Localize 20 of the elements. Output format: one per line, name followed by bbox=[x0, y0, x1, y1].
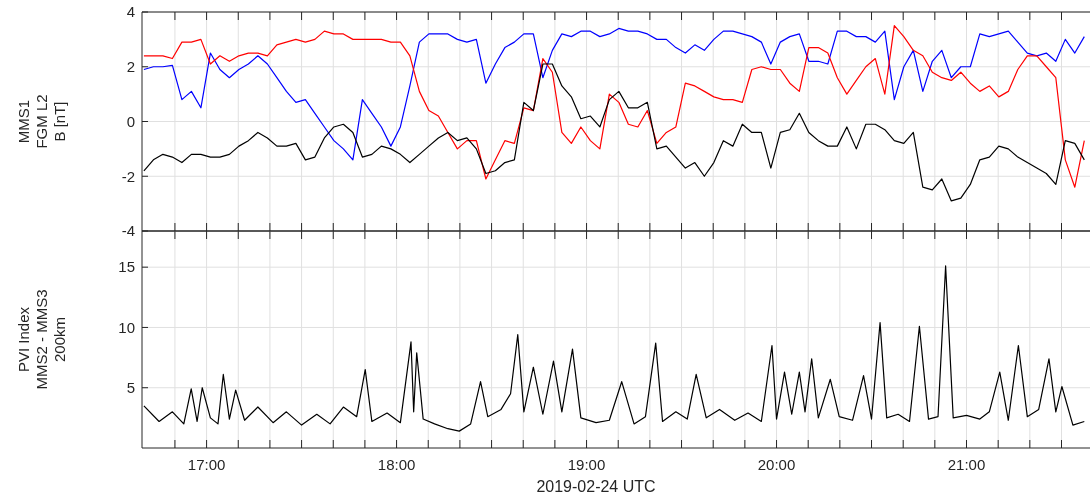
line-series bbox=[143, 27, 1085, 161]
line-series bbox=[143, 63, 1085, 202]
y-axis-title: PVI Index MMS2 - MMS3 200km bbox=[15, 289, 68, 390]
line-series bbox=[143, 265, 1085, 432]
y-axis-title: MMS1 FGM L2 B [nT] bbox=[15, 94, 68, 149]
y-tick-label: 4 bbox=[126, 3, 135, 21]
line-series bbox=[143, 25, 1085, 188]
y-tick-label: -2 bbox=[121, 167, 135, 185]
x-tick-label: 19:00 bbox=[567, 456, 606, 473]
y-tick-label: 2 bbox=[126, 58, 135, 75]
x-tick-label: 17:00 bbox=[187, 456, 226, 473]
x-axis-title: 2019-02-24 UTC bbox=[536, 478, 656, 495]
y-tick-label: 5 bbox=[126, 378, 135, 396]
y-tick-label: 0 bbox=[126, 112, 135, 130]
y-tick-label: 15 bbox=[118, 258, 135, 276]
x-tick-label: 21:00 bbox=[947, 456, 986, 473]
y-tick-label: 10 bbox=[118, 318, 135, 336]
x-tick-label: 18:00 bbox=[377, 456, 416, 473]
y-tick-label: -4 bbox=[121, 222, 135, 240]
x-tick-label: 20:00 bbox=[757, 456, 796, 473]
